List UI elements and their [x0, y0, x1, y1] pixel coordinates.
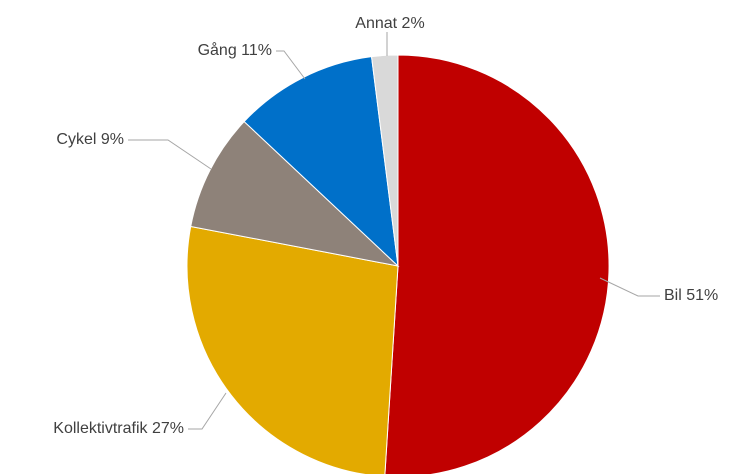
data-labels: Bil 51% Kollektivtrafik 27% Cykel 9% Gång 1…: [53, 15, 718, 437]
leader-line-bil: [599, 277, 660, 297]
data-label-annat: Annat 2%: [355, 15, 424, 32]
pie-slice-gang: [243, 56, 399, 268]
leader-line-gang: [276, 50, 306, 80]
data-label-bil: Bil 51%: [664, 287, 718, 304]
leader-line-kollektivtrafik: [188, 392, 227, 430]
pie-slices: [186, 54, 610, 474]
leader-line-cykel: [128, 139, 212, 170]
pie-slice-kollektivtrafik: [186, 225, 399, 474]
data-label-gang: Gång 11%: [198, 41, 272, 59]
pie-slice-cykel: [190, 120, 400, 267]
pie-slice-annat: [370, 54, 399, 267]
leader-lines: [128, 32, 660, 430]
data-label-cykel: Cykel 9%: [56, 131, 124, 148]
data-label-kollektivtrafik: Kollektivtrafik 27%: [53, 420, 184, 437]
pie-slice-bil: [384, 54, 610, 474]
